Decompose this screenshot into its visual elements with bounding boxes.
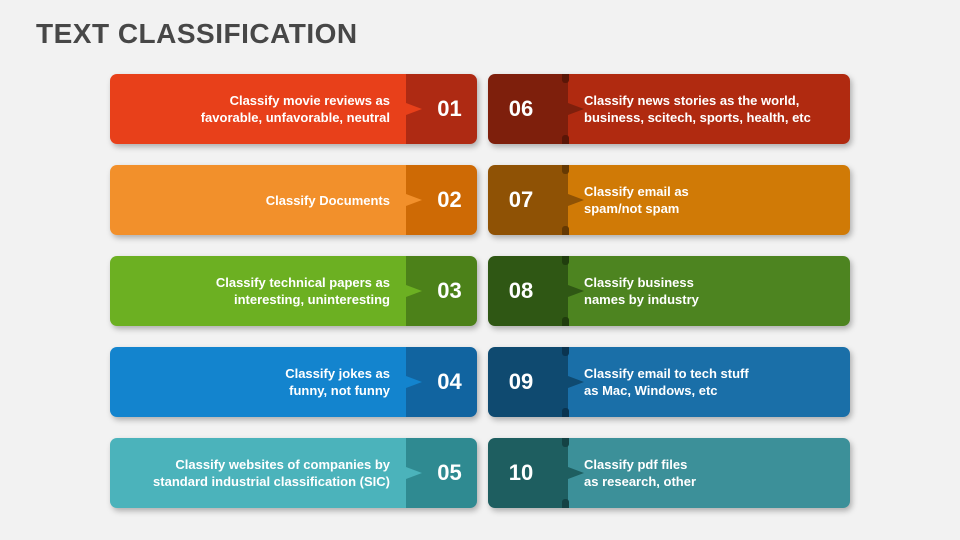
item-label: Classify Documents [265, 192, 390, 208]
arrow-right-icon [568, 165, 584, 235]
item-label: Classify news stories as the world, busi… [584, 93, 811, 125]
item-shadow: 01 Classify movie reviews as favorable, u… [110, 74, 477, 144]
arrow-right-icon [568, 74, 584, 144]
item-text-bar[interactable]: Classify pdf files as research, other [566, 438, 850, 508]
junction-nub-bottom [562, 135, 569, 144]
item-number: 07 [508, 187, 534, 212]
item-label: Classify email as spam/not spam [584, 184, 689, 216]
item-shadow: 04 Classify jokes as funny, not funny [110, 347, 477, 417]
arrow-right-icon [406, 74, 422, 144]
item-number: 09 [508, 369, 534, 394]
classification-item[interactable]: Classify pdf files as research, other 10 [488, 438, 850, 508]
item-number: 05 [437, 460, 462, 485]
item-text-bar[interactable]: Classify movie reviews as favorable, unf… [110, 74, 406, 144]
item-shadow: Classify email as spam/not spam 07 [488, 165, 850, 235]
item-label: Classify jokes as funny, not funny [285, 366, 390, 398]
item-label: Classify technical papers as interesting… [215, 275, 390, 307]
arrow-right-icon [406, 347, 422, 417]
item-label: Classify websites of companies by standa… [153, 457, 390, 489]
junction-nub-bottom [562, 317, 569, 326]
item-shadow: Classify email to tech stuff as Mac, Win… [488, 347, 850, 417]
arrow-right-icon [568, 256, 584, 326]
item-text-bar[interactable]: Classify Documents [110, 165, 406, 235]
item-shadow: 03 Classify technical papers as interesti… [110, 256, 477, 326]
junction-nub-bottom [562, 499, 569, 508]
classification-item[interactable]: 02 Classify Documents [110, 165, 477, 235]
item-label: Classify pdf files as research, other [584, 457, 697, 489]
junction-nub-bottom [562, 408, 569, 417]
item-number-box[interactable]: 10 [488, 438, 568, 508]
item-number: 06 [508, 96, 534, 121]
page-title: TEXT CLASSIFICATION [36, 18, 358, 49]
arrow-right-icon [406, 438, 422, 508]
arrow-right-icon [568, 438, 584, 508]
classification-item[interactable]: Classify business names by industry 08 [488, 256, 850, 326]
item-shadow: Classify business names by industry 08 [488, 256, 850, 326]
item-text-bar[interactable]: Classify email to tech stuff as Mac, Win… [566, 347, 850, 417]
item-label: Classify movie reviews as favorable, unf… [200, 93, 390, 125]
classification-item[interactable]: Classify news stories as the world, busi… [488, 74, 850, 144]
junction-nub-top [562, 165, 569, 174]
item-label: Classify email to tech stuff as Mac, Win… [584, 366, 749, 398]
item-label: Classify business names by industry [584, 275, 699, 307]
classification-item[interactable]: 01 Classify movie reviews as favorable, u… [110, 74, 477, 144]
item-number: 02 [437, 187, 462, 212]
classification-item[interactable]: 03 Classify technical papers as interesti… [110, 256, 477, 326]
arrow-right-icon [406, 165, 422, 235]
item-text-bar[interactable]: Classify websites of companies by standa… [110, 438, 406, 508]
junction-nub-bottom [562, 226, 569, 235]
classification-item[interactable]: Classify email as spam/not spam 07 [488, 165, 850, 235]
classification-item[interactable]: 04 Classify jokes as funny, not funny [110, 347, 477, 417]
item-text-bar[interactable]: Classify email as spam/not spam [566, 165, 850, 235]
item-text-bar[interactable]: Classify business names by industry [566, 256, 850, 326]
item-text-bar[interactable]: Classify news stories as the world, busi… [566, 74, 850, 144]
item-shadow: Classify pdf files as research, other 10 [488, 438, 850, 508]
junction-nub-top [562, 256, 569, 265]
junction-nub-top [562, 74, 569, 83]
item-shadow: Classify news stories as the world, busi… [488, 74, 850, 144]
item-shadow: 05 Classify websites of companies by stan… [110, 438, 477, 508]
item-number: 10 [508, 460, 534, 485]
item-number-box[interactable]: 07 [488, 165, 568, 235]
arrow-right-icon [406, 256, 422, 326]
item-number-box[interactable]: 08 [488, 256, 568, 326]
item-number: 01 [437, 96, 462, 121]
item-number: 04 [437, 369, 462, 394]
item-text-bar[interactable]: Classify technical papers as interesting… [110, 256, 406, 326]
item-number: 08 [508, 278, 534, 303]
item-number-box[interactable]: 09 [488, 347, 568, 417]
arrow-right-icon [568, 347, 584, 417]
item-shadow: 02 Classify Documents [110, 165, 477, 235]
classification-item[interactable]: 05 Classify websites of companies by stan… [110, 438, 477, 508]
item-text-bar[interactable]: Classify jokes as funny, not funny [110, 347, 406, 417]
classification-item[interactable]: Classify email to tech stuff as Mac, Win… [488, 347, 850, 417]
item-number-box[interactable]: 06 [488, 74, 568, 144]
junction-nub-top [562, 438, 569, 447]
item-number: 03 [437, 278, 462, 303]
junction-nub-top [562, 347, 569, 356]
item-number-box[interactable]: 02 [398, 165, 477, 235]
